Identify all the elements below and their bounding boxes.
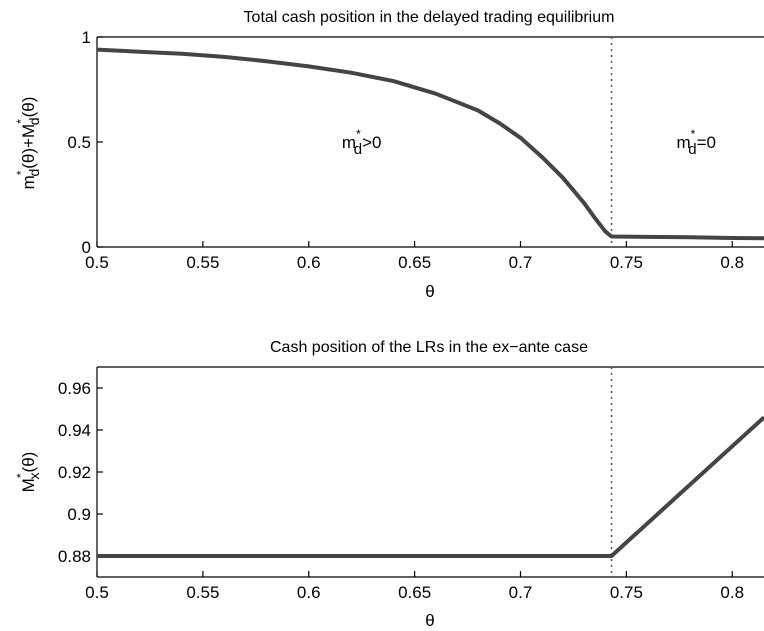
bottom-x-tick-label: 0.7	[509, 583, 533, 602]
annotation-m-zero-sub: d	[688, 141, 696, 158]
annotation-m-zero-base: m	[676, 133, 690, 152]
top-y-label-sub1: d	[26, 169, 42, 177]
bottom-y-label-sup1: *	[14, 473, 28, 478]
top-y-tick-label: 0.5	[67, 133, 91, 152]
top-x-axis-label: θ	[425, 282, 434, 301]
top-x-tick-label: 0.5	[85, 253, 109, 272]
top-y-axis-label: m*d(θ)+M*d(θ)	[14, 97, 42, 190]
bottom-x-ticks: 0.5 0.55 0.6 0.65 0.7 0.75 0.8	[85, 571, 744, 602]
top-x-tick-label: 0.8	[720, 253, 744, 272]
annotation-m-positive-sub: d	[354, 141, 362, 158]
bottom-y-tick-label: 0.9	[67, 505, 91, 524]
top-y-label-mid: (θ)+M	[19, 124, 38, 169]
annotation-m-positive: m* d>0	[342, 127, 382, 158]
top-y-label-end: (θ)	[19, 97, 38, 118]
top-x-tick-label: 0.6	[297, 253, 321, 272]
top-plot-frame	[96, 36, 764, 248]
bottom-x-tick-label: 0.65	[398, 583, 431, 602]
annotation-m-positive-base: m	[342, 133, 356, 152]
bottom-x-axis-label: θ	[425, 611, 434, 630]
bottom-y-label-mid: (θ)	[19, 452, 38, 473]
top-y-ticks: 00.51	[67, 28, 103, 257]
top-x-tick-label: 0.55	[186, 253, 219, 272]
bottom-y-tick-label: 0.88	[58, 547, 91, 566]
bottom-x-tick-label: 0.8	[720, 583, 744, 602]
bottom-y-ticks: 0.88 0.9 0.92 0.94 0.96	[58, 379, 103, 566]
top-x-tick-label: 0.75	[610, 253, 643, 272]
top-series-line	[96, 47, 764, 241]
annotation-m-zero-sup: *	[691, 127, 696, 141]
top-y-label-sub2: d	[26, 117, 42, 125]
bottom-y-tick-label: 0.96	[58, 379, 91, 398]
top-y-label-m: m	[19, 175, 38, 189]
annotation-m-positive-rest: >0	[362, 133, 381, 152]
top-y-tick-label: 0	[82, 238, 91, 257]
annotation-m-positive-sup: *	[356, 127, 361, 141]
bottom-y-label-sub1: x	[26, 472, 42, 479]
bottom-x-tick-label: 0.75	[610, 583, 643, 602]
top-x-tick-label: 0.7	[509, 253, 533, 272]
top-x-tick-label: 0.65	[398, 253, 431, 272]
bottom-y-tick-label: 0.94	[58, 421, 91, 440]
top-y-label-sup2: *	[14, 119, 28, 124]
bottom-y-axis-label: M*x(θ)	[14, 452, 42, 493]
annotation-m-zero: m* d=0	[676, 127, 716, 158]
top-chart-title: Total cash position in the delayed tradi…	[244, 9, 615, 26]
bottom-x-tick-label: 0.55	[186, 583, 219, 602]
top-y-label-sup1: *	[14, 170, 28, 175]
top-y-tick-label: 1	[82, 28, 91, 47]
annotation-m-zero-rest: =0	[697, 133, 716, 152]
bottom-x-tick-label: 0.6	[297, 583, 321, 602]
bottom-plot-frame	[96, 366, 764, 578]
top-panel: Total cash position in the delayed tradi…	[14, 9, 764, 301]
bottom-series-line	[97, 415, 764, 558]
top-x-ticks: 0.5 0.55 0.6 0.65 0.7 0.75 0.8	[85, 241, 744, 272]
bottom-panel: Cash position of the LRs in the ex−ante …	[14, 339, 764, 630]
bottom-chart-title: Cash position of the LRs in the ex−ante …	[270, 339, 588, 356]
bottom-y-label-m: M	[19, 478, 38, 492]
bottom-x-tick-label: 0.5	[85, 583, 109, 602]
bottom-y-tick-label: 0.92	[58, 463, 91, 482]
